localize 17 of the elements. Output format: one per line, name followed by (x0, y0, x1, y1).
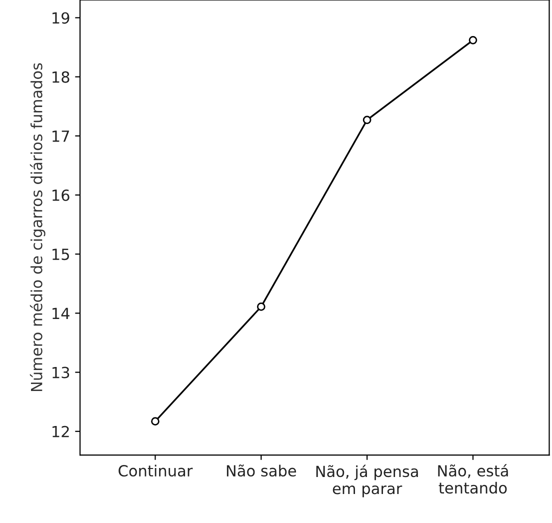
y-tick-label: 17 (52, 130, 70, 142)
point (362, 116, 372, 124)
point (151, 417, 160, 426)
y-tick-label: 18 (52, 71, 70, 83)
y-axis-title: Número médio de cigarros diários fumados (30, 63, 46, 392)
x-tick-label: Não, já pensa em parar (316, 464, 418, 498)
point (256, 302, 266, 311)
y-tick-label: 16 (52, 189, 70, 202)
x-tick-label: Continuar (118, 464, 193, 477)
y-tick-label: 15 (52, 248, 69, 260)
point (468, 36, 478, 44)
y-tick-label: 14 (52, 308, 70, 319)
y-tick-label: 19 (52, 12, 70, 24)
x-tick-label: Não sabe (226, 464, 296, 477)
y-tick-label: 13 (52, 366, 70, 378)
x-tick-label: Não, está tentando (438, 464, 508, 494)
y-tick-label: 12 (52, 426, 69, 438)
